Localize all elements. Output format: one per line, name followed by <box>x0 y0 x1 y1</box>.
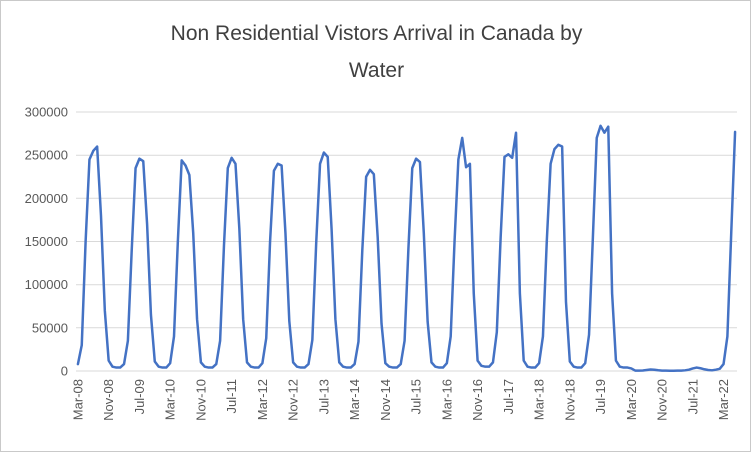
y-tick-label: 150000 <box>25 234 68 249</box>
x-tick-label: Nov-14 <box>378 379 393 421</box>
x-tick-label: Mar-18 <box>532 379 547 420</box>
x-tick-label: Jul-21 <box>685 379 700 414</box>
x-tick-label: Mar-12 <box>255 379 270 420</box>
y-tick-label: 250000 <box>25 148 68 163</box>
x-tick-label: Nov-10 <box>193 379 208 421</box>
x-tick-label: Jul-15 <box>409 379 424 414</box>
x-tick-label: Jul-13 <box>316 379 331 414</box>
x-tick-label: Mar-16 <box>439 379 454 420</box>
chart-title: Non Residential Vistors Arrival in Canad… <box>1 15 750 89</box>
x-tick-label: Mar-20 <box>624 379 639 420</box>
y-tick-label: 50000 <box>32 320 68 335</box>
x-tick-label: Mar-10 <box>163 379 178 420</box>
chart-title-line-1: Non Residential Vistors Arrival in Canad… <box>170 22 583 45</box>
x-tick-label: Nov-18 <box>562 379 577 421</box>
x-tick-label: Jul-11 <box>224 379 239 413</box>
x-tick-label: Mar-08 <box>70 379 85 420</box>
x-tick-label: Jul-19 <box>593 379 608 414</box>
data-series-line <box>76 124 737 372</box>
y-tick-label: 0 <box>61 364 68 379</box>
x-tick-label: Nov-16 <box>470 379 485 421</box>
x-tick-label: Nov-12 <box>286 379 301 421</box>
chart-title-line-2: Water <box>348 59 405 82</box>
x-tick-label: Jul-17 <box>501 379 516 414</box>
y-tick-label: 100000 <box>25 277 68 292</box>
x-tick-label: Mar-22 <box>716 379 731 420</box>
x-tick-label: Nov-08 <box>101 379 116 421</box>
x-tick-label: Mar-14 <box>347 379 362 420</box>
x-tick-label: Nov-20 <box>655 379 670 421</box>
x-tick-label: Jul-09 <box>132 379 147 414</box>
y-tick-label: 300000 <box>25 105 68 120</box>
y-tick-label: 200000 <box>25 191 68 206</box>
